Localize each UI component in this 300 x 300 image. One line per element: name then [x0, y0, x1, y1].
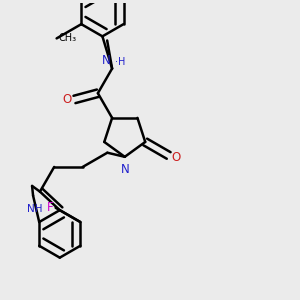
Text: O: O	[63, 93, 72, 106]
Text: CH₃: CH₃	[58, 33, 76, 43]
Text: N: N	[102, 54, 110, 67]
Text: O: O	[172, 151, 181, 164]
Text: ·H: ·H	[115, 57, 125, 67]
Text: F: F	[47, 201, 53, 214]
Text: NH: NH	[27, 203, 42, 214]
Text: N: N	[120, 163, 129, 176]
